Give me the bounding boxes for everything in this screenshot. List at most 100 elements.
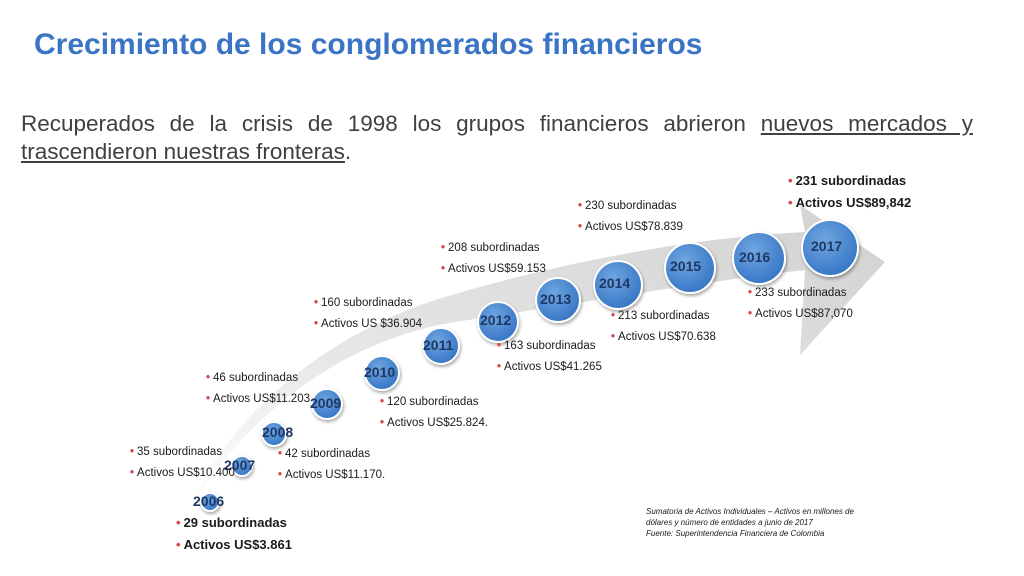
subordinadas-text-line: • 29 subordinadas xyxy=(176,512,292,534)
subordinadas-text: 35 subordinadas xyxy=(137,446,223,458)
activos-text: Activos US$41.265 xyxy=(504,361,602,373)
year-label: 2007 xyxy=(224,457,256,473)
activos-text-line: • Activos US$89,842 xyxy=(788,192,911,214)
activos-text: Activos US$87,070 xyxy=(755,308,853,320)
timeline-node-2016 xyxy=(732,231,786,285)
activos-text: Activos US$10.400 xyxy=(137,467,235,479)
activos-text-line: • Activos US$3.861 xyxy=(176,534,292,556)
timeline-node-2008 xyxy=(261,421,287,447)
timeline-node-2009 xyxy=(311,388,343,420)
bullet-icon: • xyxy=(748,308,753,320)
year-label: 2013 xyxy=(540,291,572,307)
bullet-icon: • xyxy=(441,263,446,275)
bullet-icon: • xyxy=(130,446,135,458)
year-label: 2010 xyxy=(364,364,396,380)
activos-text: Activos US$11.203 xyxy=(213,393,310,405)
activos-text: Activos US $36.904 xyxy=(321,318,423,330)
subordinadas-text-line: • 213 subordinadas xyxy=(611,306,716,327)
bullet-icon: • xyxy=(578,200,583,212)
subordinadas-text-line: • 163 subordinadas xyxy=(497,336,602,357)
year-info-2010: • 120 subordinadas • Activos US$25.824. xyxy=(380,392,488,434)
activos-text-line: • Activos US$87,070 xyxy=(748,304,853,325)
activos-text-line: • Activos US$11.170. xyxy=(278,465,385,486)
year-label: 2011 xyxy=(423,337,454,353)
year-label: 2016 xyxy=(739,249,771,265)
activos-text: Activos US$78.839 xyxy=(585,221,683,233)
bullet-icon: • xyxy=(176,515,181,530)
bullet-icon: • xyxy=(278,469,283,481)
bullet-icon: • xyxy=(206,393,211,405)
subordinadas-text: 230 subordinadas xyxy=(585,200,677,212)
year-info-2012: • 163 subordinadas • Activos US$41.265 xyxy=(497,336,602,378)
year-info-2016: • 233 subordinadas • Activos US$87,070 xyxy=(748,283,853,325)
subordinadas-text-line: • 231 subordinadas xyxy=(788,170,911,192)
bullet-icon: • xyxy=(380,396,385,408)
year-label: 2017 xyxy=(811,238,843,254)
bullet-icon: • xyxy=(497,361,502,373)
subordinadas-text-line: • 160 subordinadas xyxy=(314,293,422,314)
bullet-icon: • xyxy=(314,318,319,330)
bullet-icon: • xyxy=(748,287,753,299)
activos-text-line: • Activos US$41.265 xyxy=(497,357,602,378)
timeline-node-2015 xyxy=(664,242,716,294)
subordinadas-text: 231 subordinadas xyxy=(795,173,907,188)
year-info-2006: • 29 subordinadas • Activos US$3.861 xyxy=(176,512,292,556)
intro-underlined-2: trascendieron nuestras fronteras xyxy=(21,139,345,164)
bullet-icon: • xyxy=(176,537,181,552)
year-info-2008: • 42 subordinadas • Activos US$11.170. xyxy=(278,444,385,486)
bullet-icon: • xyxy=(206,372,211,384)
year-info-2009: • 46 subordinadas • Activos US$11.203 xyxy=(206,368,310,410)
subordinadas-text: 233 subordinadas xyxy=(755,287,847,299)
activos-text: Activos US$89,842 xyxy=(795,195,912,210)
bullet-icon: • xyxy=(130,467,135,479)
year-info-2011: • 160 subordinadas • Activos US $36.904 xyxy=(314,293,422,335)
subordinadas-text: 120 subordinadas xyxy=(387,396,479,408)
timeline-node-2011 xyxy=(422,327,460,365)
activos-text: Activos US$70.638 xyxy=(618,331,716,343)
year-label: 2015 xyxy=(670,258,702,274)
year-label: 2008 xyxy=(262,424,294,440)
year-label: 2012 xyxy=(480,312,512,328)
activos-text: Activos US$3.861 xyxy=(183,537,292,552)
bullet-icon: • xyxy=(578,221,583,233)
timeline-node-2006 xyxy=(200,492,220,512)
subordinadas-text-line: • 230 subordinadas xyxy=(578,196,683,217)
year-info-2015: • 230 subordinadas • Activos US$78.839 xyxy=(578,196,683,238)
bullet-icon: • xyxy=(611,331,616,343)
bullet-icon: • xyxy=(788,195,793,210)
year-label: 2006 xyxy=(193,493,225,509)
subordinadas-text-line: • 46 subordinadas xyxy=(206,368,310,389)
bullet-icon: • xyxy=(497,340,502,352)
activos-text-line: • Activos US$78.839 xyxy=(578,217,683,238)
note-line-1: Sumatoria de Activos Individuales – Acti… xyxy=(646,507,854,516)
year-info-2014: • 213 subordinadas • Activos US$70.638 xyxy=(611,306,716,348)
subordinadas-text-line: • 42 subordinadas xyxy=(278,444,385,465)
bullet-icon: • xyxy=(278,448,283,460)
note-line-2: dólares y número de entidades a junio de… xyxy=(646,518,813,527)
subordinadas-text: 46 subordinadas xyxy=(213,372,299,384)
note-line-3: Fuente: Superintendencia Financiera de C… xyxy=(646,529,825,538)
timeline-node-2014 xyxy=(593,260,643,310)
activos-text-line: • Activos US$10.400 xyxy=(130,463,235,484)
timeline-node-2013 xyxy=(535,277,581,323)
subordinadas-text-line: • 35 subordinadas xyxy=(130,442,235,463)
subordinadas-text: 213 subordinadas xyxy=(618,310,710,322)
source-note: Sumatoria de Activos Individuales – Acti… xyxy=(646,506,854,539)
subordinadas-text: 208 subordinadas xyxy=(448,242,540,254)
year-info-2013: • 208 subordinadas • Activos US$59.153 xyxy=(441,238,546,280)
activos-text-line: • Activos US$70.638 xyxy=(611,327,716,348)
activos-text: Activos US$59.153 xyxy=(448,263,546,275)
intro-paragraph: Recuperados de la crisis de 1998 los gru… xyxy=(21,110,973,166)
intro-text: Recuperados de la crisis de 1998 los gru… xyxy=(21,111,761,136)
subordinadas-text-line: • 120 subordinadas xyxy=(380,392,488,413)
year-label: 2014 xyxy=(599,275,631,291)
year-label: 2009 xyxy=(310,395,342,411)
activos-text: Activos US$11.170. xyxy=(285,469,386,481)
activos-text-line: • Activos US $36.904 xyxy=(314,314,422,335)
intro-end: . xyxy=(344,139,352,164)
activos-text-line: • Activos US$25.824. xyxy=(380,413,488,434)
subordinadas-text: 29 subordinadas xyxy=(183,515,287,530)
timeline-node-2007 xyxy=(231,455,253,477)
year-info-2017: • 231 subordinadas • Activos US$89,842 xyxy=(788,170,911,214)
year-info-2007: • 35 subordinadas • Activos US$10.400 xyxy=(130,442,235,484)
